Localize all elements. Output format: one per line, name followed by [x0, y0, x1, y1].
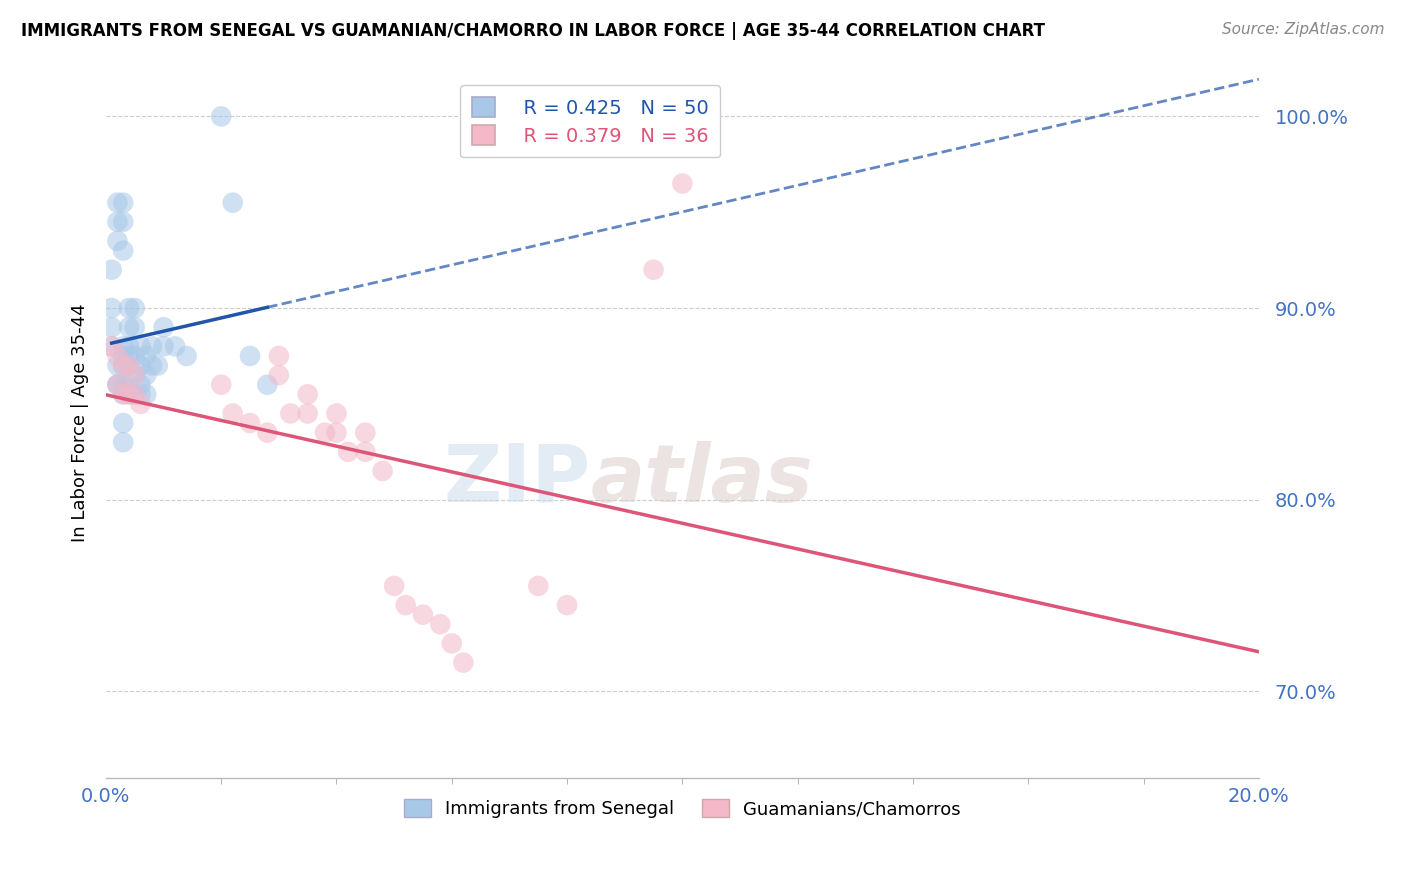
Point [107, 234, 129, 248]
Point [209, 377, 232, 392]
Point [118, 387, 141, 401]
Point [129, 377, 152, 392]
Point [107, 195, 129, 210]
Point [267, 349, 290, 363]
Point [297, 407, 319, 421]
Point [412, 607, 434, 622]
Point [112, 339, 135, 353]
Point [107, 359, 129, 373]
Point [135, 387, 157, 401]
Point [129, 359, 152, 373]
Point [314, 425, 336, 440]
Point [176, 349, 198, 363]
Point [118, 377, 141, 392]
Point [371, 464, 394, 478]
Point [643, 262, 665, 277]
Point [107, 215, 129, 229]
Point [100, 320, 122, 334]
Point [129, 397, 152, 411]
Point [118, 320, 141, 334]
Point [107, 349, 129, 363]
Point [222, 407, 245, 421]
Legend: Immigrants from Senegal, Guamanians/Chamorros: Immigrants from Senegal, Guamanians/Cham… [396, 791, 969, 825]
Point [146, 359, 169, 373]
Point [124, 387, 146, 401]
Point [354, 444, 377, 458]
Point [429, 617, 451, 632]
Point [325, 407, 347, 421]
Point [112, 359, 135, 373]
Point [141, 339, 163, 353]
Y-axis label: In Labor Force | Age 35-44: In Labor Force | Age 35-44 [72, 304, 89, 542]
Point [555, 598, 578, 612]
Point [112, 349, 135, 363]
Text: Source: ZipAtlas.com: Source: ZipAtlas.com [1222, 22, 1385, 37]
Point [100, 339, 122, 353]
Point [129, 387, 152, 401]
Point [112, 244, 135, 258]
Point [382, 579, 405, 593]
Point [165, 339, 187, 353]
Point [124, 387, 146, 401]
Point [354, 425, 377, 440]
Point [118, 339, 141, 353]
Point [297, 387, 319, 401]
Point [112, 387, 135, 401]
Text: atlas: atlas [591, 441, 813, 519]
Point [395, 598, 418, 612]
Text: ZIP: ZIP [443, 441, 591, 519]
Point [209, 110, 232, 124]
Point [280, 407, 302, 421]
Point [112, 416, 135, 430]
Point [440, 636, 463, 650]
Point [107, 377, 129, 392]
Point [152, 320, 174, 334]
Point [100, 262, 122, 277]
Point [135, 349, 157, 363]
Point [107, 377, 129, 392]
Point [325, 425, 347, 440]
Point [256, 377, 278, 392]
Text: IMMIGRANTS FROM SENEGAL VS GUAMANIAN/CHAMORRO IN LABOR FORCE | AGE 35-44 CORRELA: IMMIGRANTS FROM SENEGAL VS GUAMANIAN/CHA… [21, 22, 1045, 40]
Point [239, 349, 262, 363]
Point [337, 444, 360, 458]
Point [135, 368, 157, 383]
Point [112, 387, 135, 401]
Point [453, 656, 475, 670]
Point [118, 359, 141, 373]
Point [239, 416, 262, 430]
Point [112, 359, 135, 373]
Point [141, 359, 163, 373]
Point [124, 320, 146, 334]
Point [100, 301, 122, 315]
Point [124, 349, 146, 363]
Point [267, 368, 290, 383]
Point [107, 377, 129, 392]
Point [112, 215, 135, 229]
Point [112, 435, 135, 450]
Point [256, 425, 278, 440]
Point [118, 349, 141, 363]
Point [124, 301, 146, 315]
Point [527, 579, 550, 593]
Point [100, 339, 122, 353]
Point [222, 195, 245, 210]
Point [118, 301, 141, 315]
Point [118, 359, 141, 373]
Point [112, 377, 135, 392]
Point [129, 339, 152, 353]
Point [671, 177, 693, 191]
Point [124, 368, 146, 383]
Point [112, 195, 135, 210]
Point [152, 339, 174, 353]
Point [118, 387, 141, 401]
Point [124, 368, 146, 383]
